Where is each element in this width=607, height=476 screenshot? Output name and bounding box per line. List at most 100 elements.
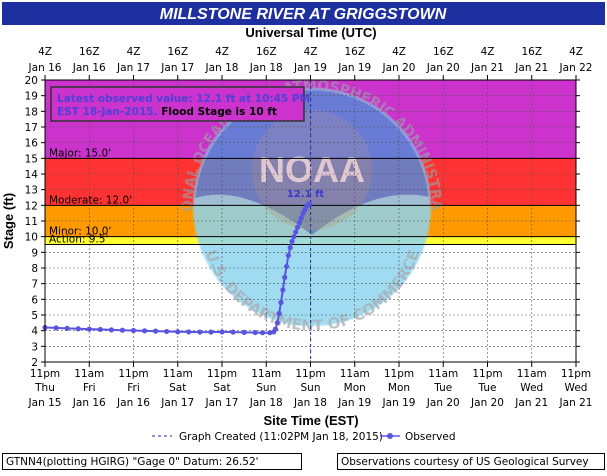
latest-value-label: 12.1 ft	[287, 189, 325, 200]
top-tick-date: Jan 17	[116, 62, 150, 74]
observed-point	[53, 325, 59, 331]
top-tick-hour: 4Z	[569, 46, 583, 58]
y-tick-label: 4	[31, 326, 38, 338]
top-tick-hour: 4Z	[392, 46, 406, 58]
bottom-tick-time: 11pm	[561, 368, 591, 380]
bottom-tick-day: Sun	[256, 382, 276, 394]
svg-text:EST 18-Jan-2015. Flood Sta: EST 18-Jan-2015. Flood Stage is 10 ft	[57, 106, 277, 118]
observed-point	[86, 326, 92, 332]
observed-point	[241, 329, 247, 335]
data-source-credit: Observations courtesy of US Geological S…	[337, 453, 605, 470]
y-tick-label: 13	[25, 185, 38, 197]
observed-point	[141, 328, 148, 334]
observed-point	[108, 327, 114, 333]
bottom-tick-day: Sun	[301, 382, 321, 394]
y-tick-label: 6	[31, 294, 38, 306]
bottom-tick-date: Jan 17	[205, 397, 239, 409]
axes: 2 3 4 5 6 7 8 9 10 11 12 13 14 15 16 17 18 19 20 4Z Jan 16 16…	[25, 46, 593, 409]
y-tick-label: 17	[25, 122, 38, 134]
y-axis-label: Stage (ft)	[1, 193, 16, 249]
band-label-moderate: Moderate: 12.0'	[49, 194, 132, 206]
observed-point	[282, 274, 288, 280]
observed-point	[285, 252, 291, 259]
top-tick-hour: 4Z	[481, 46, 495, 58]
top-tick-date: Jan 22	[559, 62, 593, 74]
top-tick-hour: 16Z	[79, 46, 100, 58]
y-tick-label: 5	[31, 310, 38, 322]
observed-point	[291, 234, 297, 240]
y-tick-label: 18	[25, 106, 38, 118]
bottom-tick-time: 11pm	[118, 368, 148, 380]
observed-point	[298, 215, 304, 221]
bottom-axis-title: Site Time (EST)	[263, 413, 358, 428]
observed-point	[259, 330, 266, 336]
noaa-emblem	[252, 110, 372, 230]
observed-point	[197, 329, 203, 335]
bottom-tick-time: 11pm	[472, 368, 502, 380]
bottom-tick-time: 11am	[163, 368, 193, 380]
y-tick-label: 8	[31, 263, 38, 275]
bottom-tick-time: 11am	[340, 368, 370, 380]
bottom-tick-date: Jan 20	[470, 397, 504, 409]
y-tick-label: 7	[31, 279, 38, 291]
observed-point	[252, 329, 258, 336]
info-line-2-observed: EST 18-Jan-2015.	[57, 106, 158, 118]
legend-created-label: Graph Created (11:02PM Jan 18, 2015)	[179, 431, 383, 443]
bottom-tick-day: Fri	[127, 382, 140, 394]
bottom-tick-date: Jan 19	[382, 397, 416, 409]
bottom-tick-date: Jan 18	[249, 397, 283, 409]
top-tick-date: Jan 18	[249, 62, 283, 74]
observed-point	[164, 328, 170, 335]
top-tick-hour: 16Z	[167, 46, 188, 58]
legend-observed-label: Observed	[405, 431, 456, 443]
top-tick-hour: 16Z	[344, 46, 365, 58]
observed-point	[219, 329, 225, 335]
observed-point	[293, 229, 299, 235]
observed-point	[153, 328, 159, 334]
bottom-tick-time: 11pm	[207, 368, 237, 380]
observed-point	[306, 201, 313, 207]
observed-point	[289, 238, 295, 244]
bottom-tick-time: 11pm	[295, 368, 325, 380]
y-tick-label: 10	[25, 232, 38, 244]
y-tick-label: 2	[31, 357, 38, 369]
observed-point	[278, 299, 284, 306]
observed-point	[300, 210, 306, 216]
y-tick-label: 16	[25, 138, 39, 150]
observed-point	[276, 310, 282, 317]
top-tick-date: Jan 16	[72, 62, 106, 74]
y-tick-label: 9	[31, 247, 38, 259]
observed-point	[283, 263, 290, 270]
top-tick-date: Jan 21	[470, 62, 504, 74]
flood-stage-labels: Major: 15.0' Moderate: 12.0' Minor: 10.0'A…	[45, 147, 576, 246]
top-tick-date: Jan 18	[205, 62, 239, 74]
observed-point	[119, 327, 126, 333]
band-label-minor: Minor: 10.0'	[49, 226, 111, 238]
y-tick-label: 14	[25, 169, 39, 181]
observed-point	[274, 320, 280, 326]
observed-point	[130, 327, 137, 334]
y-tick-label: 15	[25, 153, 38, 165]
y-tick-label: 12	[25, 200, 38, 212]
observed-point	[272, 326, 279, 332]
bottom-tick-time: 11am	[251, 368, 281, 380]
y-tick-label: 20	[25, 75, 38, 87]
title-bar	[2, 2, 605, 25]
bottom-tick-day: Wed	[565, 382, 588, 394]
top-tick-hour: 16Z	[433, 46, 454, 58]
observed-point	[64, 325, 70, 331]
noaa-logo-text: NOAA	[259, 149, 365, 190]
top-tick-date: Jan 20	[382, 62, 416, 74]
bottom-tick-day: Sat	[213, 382, 230, 394]
chart-title: MILLSTONE RIVER AT GRIGGSTOWN	[160, 6, 447, 23]
info-line-2-flood: Flood Stage is 10 ft	[161, 106, 277, 118]
bottom-tick-day: Tue	[478, 382, 497, 394]
y-tick-label: 3	[31, 341, 38, 353]
observed-point	[294, 224, 301, 230]
legend-observed-marker	[387, 433, 393, 439]
top-tick-hour: 16Z	[521, 46, 542, 58]
bottom-tick-date: Jan 19	[337, 397, 371, 409]
bottom-tick-day: Mon	[388, 382, 410, 394]
top-tick-date: Jan 16	[28, 62, 62, 74]
